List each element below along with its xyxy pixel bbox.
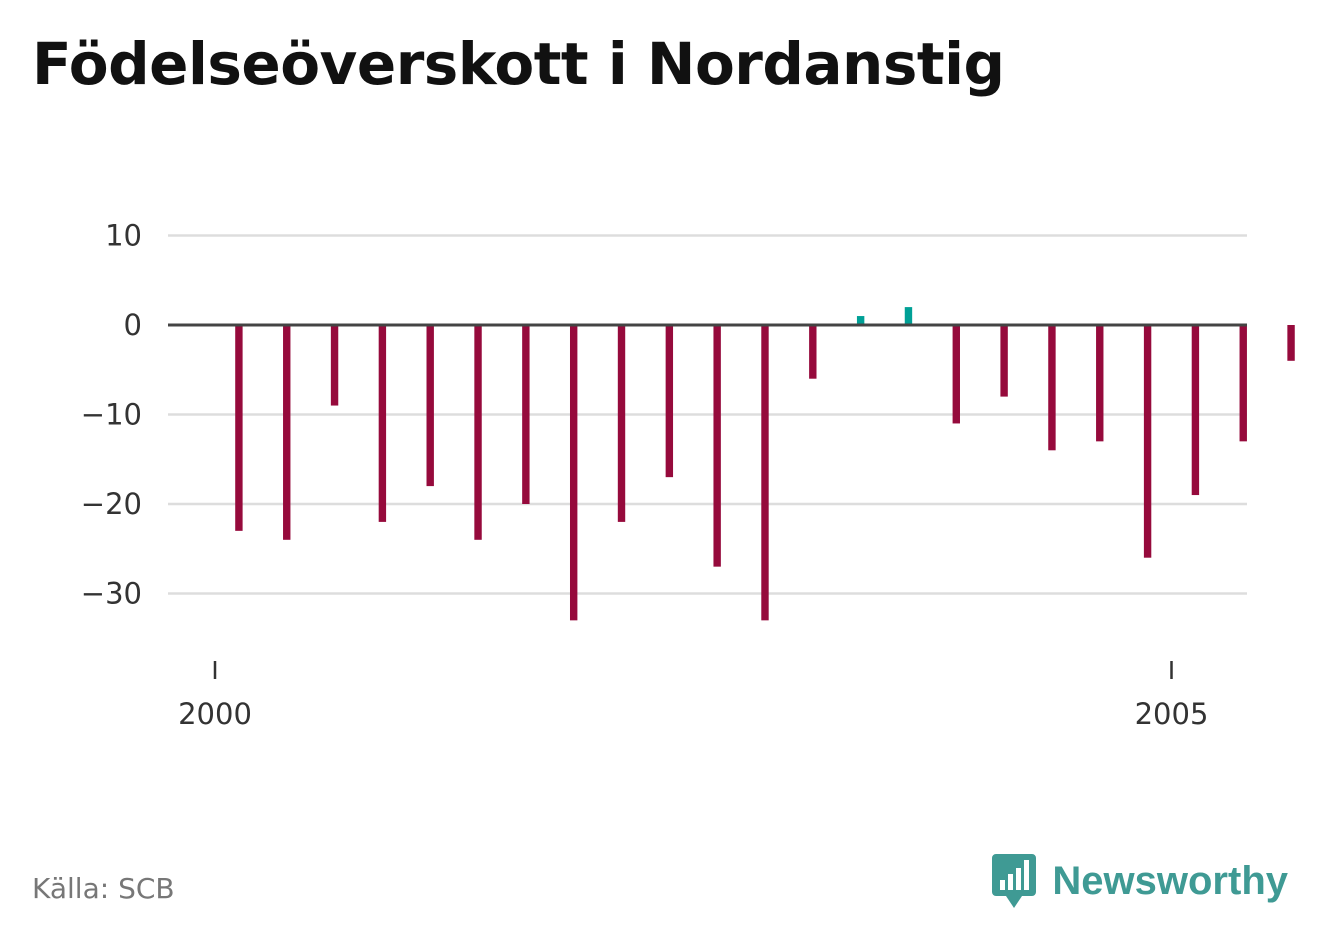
x-axis: 200020052010201520202025 <box>178 661 1209 731</box>
bar <box>522 325 530 504</box>
y-tick-label: −10 <box>81 398 142 432</box>
bar <box>713 325 721 567</box>
bar <box>952 325 960 424</box>
bar <box>1048 325 1056 451</box>
brand-name: Newsworthy <box>1052 858 1288 903</box>
bar <box>235 325 243 531</box>
grid-lines <box>168 234 1247 595</box>
y-tick-label: 0 <box>124 308 142 342</box>
x-tick-label: 2000 <box>178 697 252 731</box>
bar <box>330 325 339 406</box>
y-tick-label: −30 <box>81 577 142 611</box>
bar <box>283 325 291 540</box>
bar <box>665 325 674 478</box>
y-tick-label: −20 <box>81 487 142 521</box>
y-axis: 10 0 −10 −20 −30 <box>81 219 142 611</box>
bar <box>1191 325 1200 496</box>
bar <box>856 316 865 325</box>
y-tick-label: 10 <box>105 219 142 253</box>
bar <box>904 307 913 325</box>
chart-title: Födelseöverskott i Nordanstig <box>32 30 1005 98</box>
bar <box>569 325 578 621</box>
bar <box>426 325 434 487</box>
bar <box>1287 325 1295 361</box>
bar <box>1096 325 1104 442</box>
bar <box>378 325 387 522</box>
bar <box>617 325 626 522</box>
brand-logo: Newsworthy <box>990 852 1288 910</box>
bar <box>809 325 817 379</box>
bar <box>761 325 769 621</box>
bars <box>235 307 1295 621</box>
x-tick-label: 2005 <box>1135 697 1209 731</box>
bar <box>1000 325 1008 397</box>
bar <box>1239 325 1247 442</box>
source-label: Källa: SCB <box>32 872 175 905</box>
newsworthy-logo-icon <box>992 854 1037 908</box>
bar <box>1143 325 1152 558</box>
bar <box>474 325 482 540</box>
